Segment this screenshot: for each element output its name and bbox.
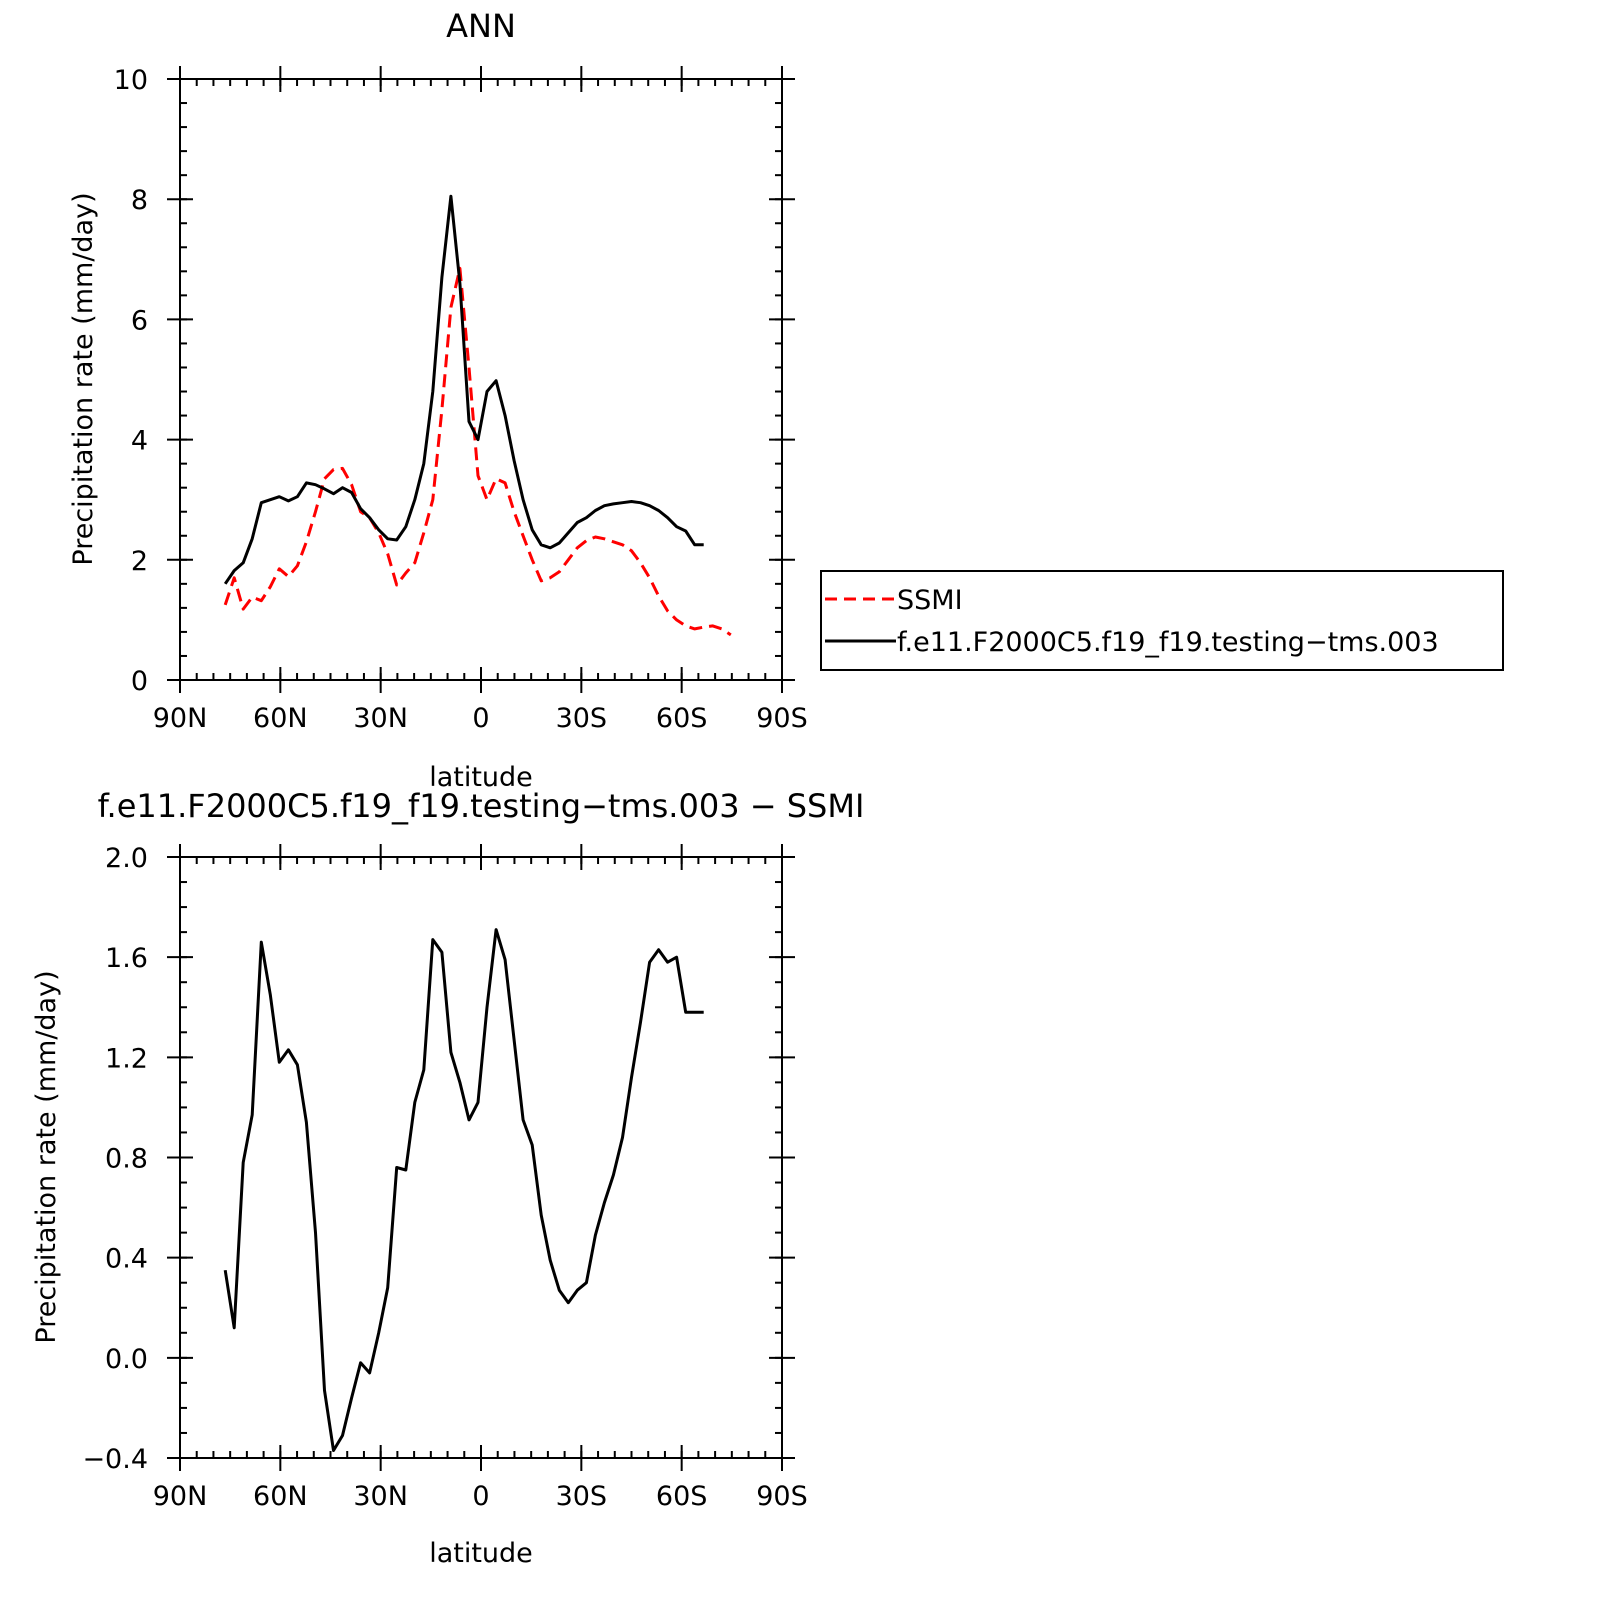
- y-tick-label: 10: [114, 65, 148, 96]
- x-tick-label: 30S: [556, 703, 608, 734]
- panel-bottom: f.e11.F2000C5.f19_f19.testing−tms.003 − …: [31, 787, 864, 1569]
- tick-layer: 90N 60N 30N 0 30S 60S 90S −0.4 0.0 0.4 0.8 1.2 1.6 2.…: [82, 843, 807, 1512]
- tick-layer: 90N 60N 30N 0 30S 60S 90S 0 2 4 6 8 10: [114, 65, 808, 734]
- x-tick-label: 0: [472, 703, 489, 734]
- x-tick-label: 30S: [556, 1481, 608, 1512]
- y-tick-label: 2: [131, 546, 148, 577]
- y-tick-label: 4: [131, 426, 148, 457]
- series-layer: [223, 928, 704, 1452]
- x-tick-label: 30N: [353, 1481, 408, 1512]
- x-axis-label: latitude: [429, 762, 533, 793]
- chart-title: ANN: [446, 7, 516, 45]
- x-tick-label: 0: [472, 1481, 489, 1512]
- series-line-model: [223, 194, 704, 585]
- legend-label-model: f.e11.F2000C5.f19_f19.testing−tms.003: [897, 627, 1439, 658]
- x-tick-label: 90S: [756, 703, 808, 734]
- x-tick-label: 60S: [656, 1481, 708, 1512]
- legend-label-ssmi: SSMI: [897, 585, 963, 616]
- y-tick-label: 0.4: [105, 1244, 148, 1275]
- y-tick-label: 8: [131, 185, 148, 216]
- x-tick-label: 60N: [253, 1481, 308, 1512]
- plot-frame: [179, 78, 783, 681]
- legend: SSMI f.e11.F2000C5.f19_f19.testing−tms.0…: [820, 570, 1504, 671]
- series-layer: [223, 194, 732, 637]
- y-tick-label: 6: [131, 305, 148, 336]
- y-tick-label: −0.4: [82, 1444, 148, 1475]
- plot-frame: [179, 856, 783, 1459]
- x-tick-label: 90N: [153, 703, 208, 734]
- y-axis-label: Precipitation rate (mm/day): [31, 970, 62, 1343]
- x-tick-label: 60S: [656, 703, 708, 734]
- y-axis-label: Precipitation rate (mm/day): [68, 192, 99, 565]
- y-tick-label: 0.0: [105, 1344, 148, 1375]
- y-tick-label: 0.8: [105, 1144, 148, 1175]
- x-tick-label: 90S: [756, 1481, 808, 1512]
- x-tick-label: 60N: [253, 703, 308, 734]
- y-tick-label: 2.0: [105, 843, 148, 874]
- panel-top: ANN latitude Precipitation rate (mm/day)…: [68, 7, 1504, 793]
- y-tick-label: 0: [131, 666, 148, 697]
- x-tick-label: 90N: [153, 1481, 208, 1512]
- legend-box: [820, 570, 1504, 671]
- y-tick-label: 1.2: [105, 1043, 148, 1074]
- x-tick-label: 30N: [353, 703, 408, 734]
- x-axis-label: latitude: [429, 1538, 533, 1569]
- series-line-difference: [223, 928, 704, 1452]
- series-line-ssmi: [223, 266, 732, 637]
- chart-title: f.e11.F2000C5.f19_f19.testing−tms.003 − …: [98, 787, 865, 825]
- y-tick-label: 1.6: [105, 943, 148, 974]
